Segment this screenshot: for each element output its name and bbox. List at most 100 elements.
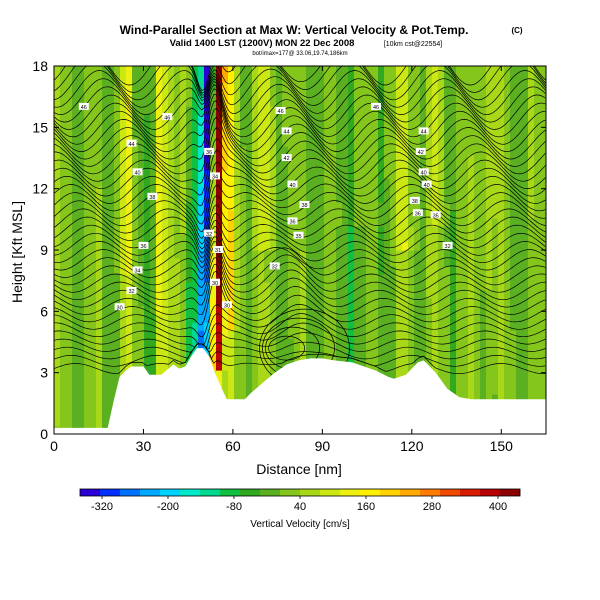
velocity-cell (276, 194, 283, 203)
velocity-cell (516, 186, 523, 195)
velocity-cell (510, 274, 517, 283)
isentrope-label-bg (269, 262, 280, 270)
velocity-cell (348, 346, 355, 355)
colorbar-tick-label: -320 (91, 501, 113, 513)
velocity-cell (84, 138, 91, 147)
velocity-cell (372, 266, 379, 275)
velocity-cell (528, 66, 535, 75)
velocity-cell (396, 106, 403, 115)
velocity-cell (72, 170, 79, 179)
velocity-cell (486, 258, 493, 267)
velocity-cell (72, 338, 79, 347)
velocity-cell (192, 130, 199, 139)
velocity-cell (438, 274, 445, 283)
velocity-cell (510, 258, 517, 267)
velocity-cell (474, 258, 481, 267)
velocity-cell (330, 138, 337, 147)
velocity-cell (498, 378, 505, 387)
velocity-cell (348, 162, 355, 171)
velocity-cell (264, 114, 271, 123)
velocity-cell (312, 170, 319, 179)
velocity-cell (498, 282, 505, 291)
velocity-cell (312, 354, 319, 363)
velocity-cell (60, 242, 67, 251)
velocity-cell (186, 90, 193, 99)
velocity-cell (396, 306, 403, 315)
velocity-cell (366, 178, 373, 187)
velocity-cell (102, 258, 109, 267)
velocity-cell (534, 306, 541, 315)
velocity-cell (510, 338, 517, 347)
velocity-cell (168, 282, 175, 291)
velocity-cell (378, 74, 385, 83)
velocity-cell (246, 306, 253, 315)
velocity-cell (516, 322, 523, 331)
velocity-cell (414, 186, 421, 195)
velocity-cell (252, 138, 259, 147)
velocity-cell (294, 298, 301, 307)
velocity-cell (438, 362, 445, 371)
velocity-cell (72, 154, 79, 163)
velocity-cell (426, 266, 433, 275)
velocity-cell (456, 130, 463, 139)
velocity-cell (168, 194, 175, 203)
velocity-cell (390, 226, 397, 235)
velocity-cell (324, 250, 331, 259)
velocity-cell (486, 242, 493, 251)
velocity-cell (270, 250, 277, 259)
velocity-cell (438, 114, 445, 123)
velocity-cell (252, 122, 259, 131)
velocity-cell (60, 130, 67, 139)
velocity-cell (138, 346, 145, 355)
velocity-cell (192, 90, 199, 99)
velocity-cell (402, 290, 409, 299)
velocity-cell (120, 122, 127, 131)
velocity-cell (360, 122, 367, 131)
velocity-cell (318, 106, 325, 115)
velocity-cell (66, 378, 73, 387)
velocity-cell (486, 130, 493, 139)
velocity-cell (474, 338, 481, 347)
velocity-cell (132, 82, 139, 91)
velocity-cell (66, 298, 73, 307)
velocity-cell (408, 290, 415, 299)
velocity-cell (84, 74, 91, 83)
isentrope-label: 46 (81, 105, 87, 111)
velocity-cell (396, 314, 403, 323)
velocity-cell (528, 242, 535, 251)
velocity-cell (210, 138, 217, 147)
velocity-cell (294, 170, 301, 179)
velocity-cell (150, 338, 157, 347)
velocity-cell (54, 242, 61, 251)
velocity-cell (486, 394, 493, 403)
isentrope-label-bg (132, 266, 143, 274)
velocity-cell (114, 170, 121, 179)
velocity-cell (414, 226, 421, 235)
velocity-cell (504, 362, 511, 371)
velocity-cell (54, 154, 61, 163)
velocity-cell (156, 314, 163, 323)
velocity-cell (282, 330, 289, 339)
velocity-cell (60, 250, 67, 259)
velocity-cell (414, 202, 421, 211)
velocity-cell (294, 122, 301, 131)
velocity-cell (432, 234, 439, 243)
velocity-cell (360, 314, 367, 323)
velocity-cell (498, 386, 505, 395)
velocity-cell (390, 74, 397, 83)
velocity-cell (522, 330, 529, 339)
velocity-cell (270, 282, 277, 291)
velocity-cell (456, 218, 463, 227)
velocity-cell (498, 290, 505, 299)
isentrope-label: 34 (212, 175, 218, 181)
velocity-cell (234, 122, 241, 131)
colorbar-segment (160, 489, 181, 496)
velocity-cell (396, 122, 403, 131)
velocity-cell (384, 74, 391, 83)
velocity-cell (432, 242, 439, 251)
velocity-cell (456, 330, 463, 339)
velocity-cell (138, 98, 145, 107)
velocity-cell (342, 114, 349, 123)
velocity-cell (390, 330, 397, 339)
velocity-cell (540, 330, 546, 339)
